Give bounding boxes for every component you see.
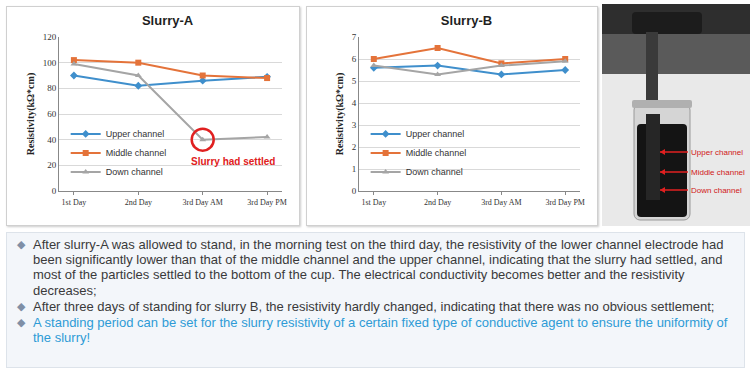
svg-text:80: 80 — [47, 83, 57, 93]
svg-text:3rd Day AM: 3rd Day AM — [481, 198, 521, 207]
svg-text:1st Day: 1st Day — [361, 198, 386, 207]
svg-text:3rd Day PM: 3rd Day PM — [247, 198, 287, 207]
svg-text:5: 5 — [352, 76, 357, 86]
html-text:After slurry-A was allowed to: After slurry-A was allowed to stand, in … — [33, 237, 724, 298]
svg-text:Down channel: Down channel — [691, 186, 742, 195]
svg-text:Middle channel: Middle channel — [106, 148, 167, 158]
svg-text:4: 4 — [352, 98, 357, 108]
svg-text:6: 6 — [352, 54, 357, 64]
svg-text:Slurry-A: Slurry-A — [142, 13, 194, 28]
svg-text:7: 7 — [352, 32, 357, 42]
svg-text:40: 40 — [47, 135, 57, 145]
svg-text:Middle channel: Middle channel — [691, 168, 745, 177]
svg-text:100: 100 — [43, 58, 57, 68]
svg-text:Resistivity(kΩ*cm): Resistivity(kΩ*cm) — [334, 73, 346, 155]
svg-text:Upper channel: Upper channel — [106, 129, 165, 139]
svg-text:0: 0 — [52, 186, 57, 196]
svg-text:Slurry had settled: Slurry had settled — [191, 156, 275, 167]
svg-text:2nd Day: 2nd Day — [424, 198, 451, 207]
svg-text:3rd Day AM: 3rd Day AM — [182, 198, 222, 207]
svg-text:Down channel: Down channel — [106, 167, 163, 177]
svg-text:Slurry-B: Slurry-B — [441, 13, 492, 28]
svg-text:2: 2 — [352, 142, 357, 152]
svg-text:Upper channel: Upper channel — [691, 148, 743, 157]
svg-text:3: 3 — [352, 120, 357, 130]
html-text:A standing period can be set f: A standing period can be set for the slu… — [33, 315, 728, 346]
svg-text:Resistivity(kΩ*cm): Resistivity(kΩ*cm) — [25, 73, 37, 155]
svg-text:60: 60 — [47, 109, 57, 119]
svg-text:2nd Day: 2nd Day — [125, 198, 152, 207]
svg-text:3rd Day PM: 3rd Day PM — [545, 198, 585, 207]
svg-text:1: 1 — [352, 164, 357, 174]
svg-text:120: 120 — [43, 32, 57, 42]
svg-text:Down channel: Down channel — [406, 167, 463, 177]
svg-text:0: 0 — [352, 186, 357, 196]
html-text:After three days of standing f: After three days of standing for slurry … — [33, 298, 715, 314]
svg-text:1st Day: 1st Day — [62, 198, 87, 207]
svg-text:Upper channel: Upper channel — [406, 129, 465, 139]
svg-text:20: 20 — [47, 160, 57, 170]
svg-text:Middle channel: Middle channel — [406, 148, 467, 158]
